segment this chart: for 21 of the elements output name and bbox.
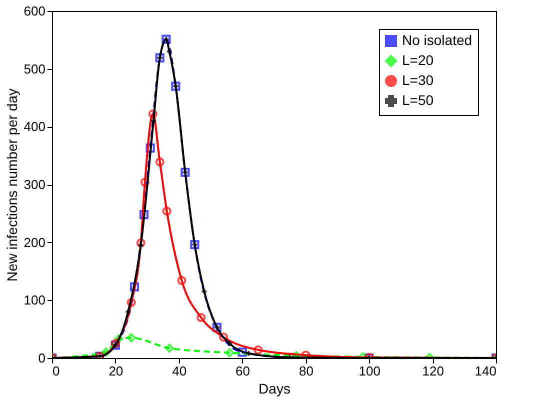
y-tick-label: 400	[24, 119, 46, 134]
x-axis-title: Days	[258, 380, 290, 396]
legend-label: L=50	[402, 92, 434, 108]
y-axis-title: New infections number per day	[4, 88, 20, 282]
x-tick-label: 40	[172, 364, 187, 378]
x-tick-label: 140	[474, 364, 496, 378]
legend-label: No isolated	[402, 32, 472, 48]
y-tick-label: 200	[24, 234, 46, 250]
legend-label: L=20	[402, 52, 434, 68]
x-tick-label: 120	[422, 364, 444, 378]
x-tick-label: 0	[52, 364, 60, 378]
y-tick-label: 300	[24, 177, 46, 192]
x-tick-label: 100	[358, 364, 380, 378]
legend-label: L=30	[402, 72, 434, 88]
y-tick-label: 0	[38, 350, 46, 366]
y-tick-label: 500	[24, 61, 46, 76]
y-tick-label: 600	[24, 4, 46, 18]
x-tick-label: 80	[298, 364, 314, 378]
x-tick-label: 20	[108, 364, 124, 378]
y-tick-label: 100	[24, 292, 46, 308]
x-tick-label: 60	[236, 364, 250, 378]
